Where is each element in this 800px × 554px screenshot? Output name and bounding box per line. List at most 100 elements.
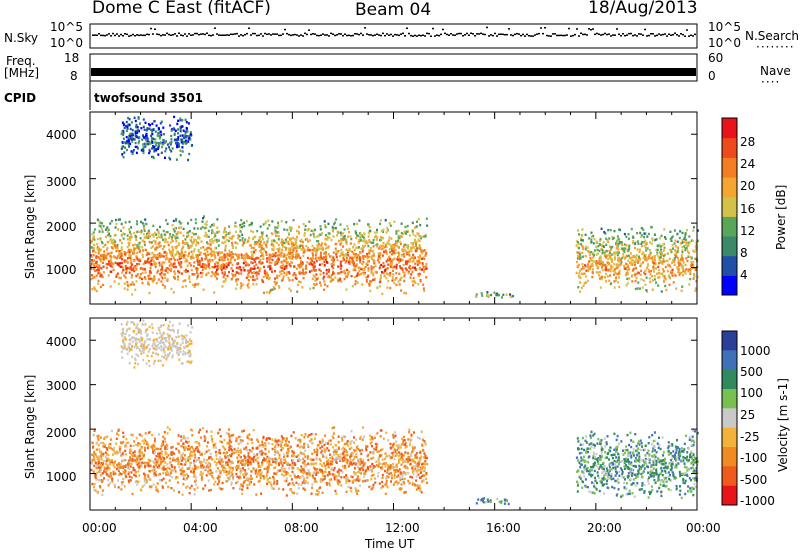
- echo-cell: [228, 236, 231, 240]
- nsky-sample: [434, 35, 436, 37]
- echo-cell: [142, 125, 145, 129]
- echo-cell: [188, 467, 191, 470]
- echo-cell: [91, 288, 94, 291]
- echo-cell: [130, 261, 133, 264]
- echo-cell: [327, 458, 330, 462]
- echo-cell: [402, 263, 405, 267]
- echo-cell: [353, 472, 356, 475]
- nsky-sample: [412, 35, 414, 37]
- echo-cell: [115, 274, 118, 277]
- echo-cell: [261, 238, 264, 241]
- nsky-sample: [650, 33, 652, 35]
- echo-cell: [677, 259, 680, 262]
- echo-cell: [661, 253, 664, 256]
- echo-cell: [179, 149, 182, 152]
- echo-cell: [296, 492, 299, 495]
- echo-cell: [262, 254, 265, 258]
- echo-cell: [153, 262, 156, 265]
- echo-cell: [626, 271, 629, 274]
- echo-cell: [225, 473, 228, 477]
- echo-cell: [695, 280, 698, 283]
- echo-cell: [332, 256, 335, 259]
- echo-cell: [689, 272, 692, 275]
- echo-cell: [359, 251, 362, 255]
- echo-cell: [613, 229, 616, 233]
- echo-cell: [379, 429, 382, 432]
- echo-cell: [402, 252, 405, 256]
- echo-cell: [606, 261, 609, 264]
- echo-cell: [239, 439, 242, 442]
- nsky-sample: [232, 33, 234, 36]
- echo-cell: [122, 131, 125, 134]
- echo-cell: [634, 272, 637, 276]
- echo-cell: [154, 246, 157, 250]
- echo-cell: [124, 221, 127, 224]
- echo-cell: [126, 126, 129, 129]
- echo-cell: [258, 269, 261, 273]
- echo-cell: [577, 241, 579, 244]
- echo-cell: [125, 129, 128, 132]
- echo-cell: [662, 270, 665, 273]
- echo-cell: [397, 481, 400, 484]
- echo-cell: [618, 285, 621, 289]
- echo-cell: [136, 230, 139, 233]
- echo-cell: [620, 257, 623, 260]
- echo-cell: [127, 142, 130, 145]
- echo-cell: [638, 250, 641, 253]
- echo-cell: [118, 445, 121, 449]
- echo-cell: [136, 251, 139, 255]
- echo-cell: [599, 263, 602, 266]
- nsky-sample: [244, 33, 246, 36]
- echo-cell: [404, 243, 407, 247]
- echo-cell: [634, 279, 637, 283]
- echo-cell: [120, 233, 123, 236]
- echo-cell: [280, 279, 283, 282]
- echo-cell: [205, 248, 208, 251]
- echo-cell: [140, 149, 143, 152]
- echo-cell: [93, 464, 96, 468]
- echo-cell: [324, 464, 327, 467]
- nsky-sample: [456, 33, 458, 35]
- echo-cell: [165, 252, 168, 255]
- echo-cell: [215, 251, 218, 254]
- nsky-sample: [596, 32, 598, 35]
- echo-cell: [250, 246, 253, 250]
- echo-cell: [241, 483, 244, 486]
- echo-cell: [111, 265, 114, 268]
- echo-cell: [375, 448, 378, 451]
- echo-cell: [225, 432, 228, 435]
- echo-cell: [600, 243, 603, 247]
- echo-cell: [412, 284, 415, 287]
- echo-cell: [142, 249, 145, 252]
- echo-cell: [277, 470, 280, 473]
- echo-cell: [293, 491, 296, 495]
- echo-cell: [160, 460, 163, 463]
- echo-cell: [296, 283, 299, 287]
- echo-cell: [333, 458, 336, 461]
- echo-cell: [90, 255, 93, 258]
- echo-cell: [120, 276, 122, 280]
- echo-cell: [410, 435, 413, 438]
- nsky-sample: [588, 28, 590, 30]
- echo-cell: [102, 271, 105, 274]
- echo-cell: [125, 475, 128, 479]
- echo-cell: [330, 276, 332, 279]
- echo-cell: [382, 230, 384, 233]
- echo-cell: [134, 131, 137, 134]
- echo-cell: [169, 143, 172, 146]
- echo-cell: [296, 235, 298, 239]
- echo-cell: [326, 463, 328, 466]
- echo-cell: [285, 221, 288, 224]
- echo-cell: [107, 478, 110, 482]
- echo-cell: [681, 258, 684, 261]
- echo-cell: [252, 457, 255, 460]
- echo-cell: [275, 241, 278, 245]
- echo-cell: [222, 460, 225, 464]
- echo-cell: [392, 249, 395, 252]
- echo-cell: [209, 452, 212, 456]
- echo-cell: [203, 458, 206, 461]
- echo-cell: [610, 253, 613, 256]
- echo-cell: [190, 255, 193, 259]
- echo-cell: [475, 293, 478, 296]
- echo-cell: [283, 271, 286, 275]
